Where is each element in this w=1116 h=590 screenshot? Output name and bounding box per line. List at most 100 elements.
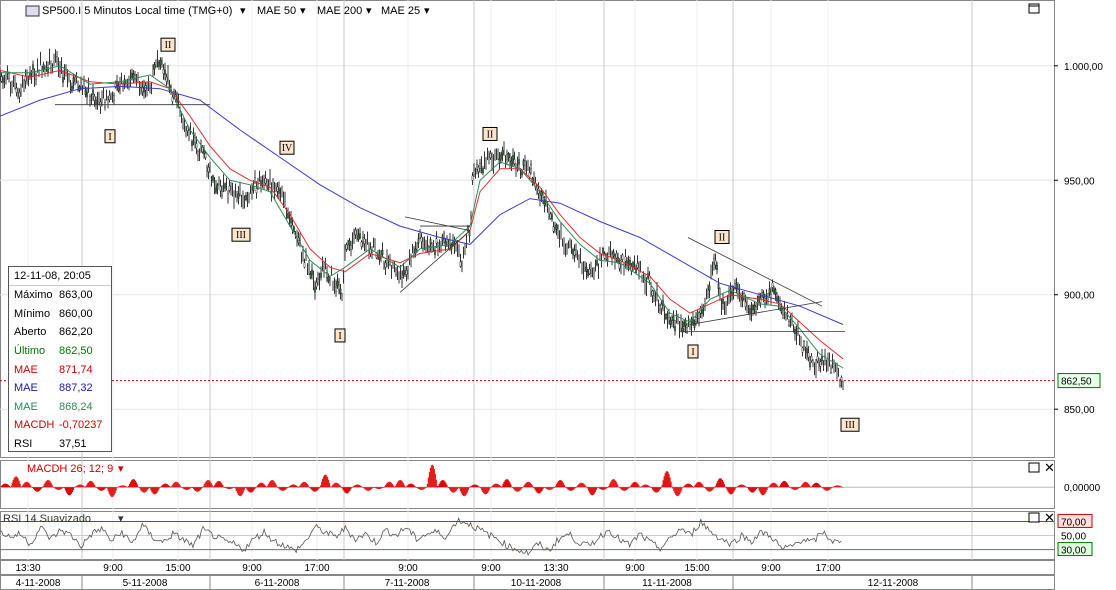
macd-bar	[382, 487, 384, 488]
macd-bar	[49, 481, 51, 488]
macd-bar	[10, 485, 12, 488]
macd-bar	[578, 484, 580, 488]
macd-bar	[647, 485, 649, 488]
ma25-dropdown-icon[interactable]: ▾	[424, 5, 430, 17]
macd-bar	[178, 483, 180, 488]
macd-bar	[282, 487, 284, 491]
macd-bar	[34, 487, 36, 491]
macd-bar	[85, 486, 87, 488]
macd-bar	[334, 482, 336, 488]
macd-bar	[398, 480, 400, 488]
macd-label[interactable]: MACDH 26; 12; 9	[27, 463, 113, 475]
macd-bar	[488, 487, 490, 492]
macd-bar	[251, 487, 253, 493]
candle-body	[84, 89, 87, 95]
candle-body	[215, 187, 217, 193]
rsi-label[interactable]: RSI 14 Suavizado	[3, 513, 91, 525]
macd-dropdown-icon[interactable]: ▾	[118, 463, 124, 475]
macd-close-icon[interactable]: ✕	[1044, 461, 1055, 476]
macd-bar	[114, 487, 116, 494]
macd-bar	[385, 484, 387, 488]
candle-body	[513, 159, 516, 165]
macd-bar	[700, 482, 702, 488]
macd-bar	[100, 487, 102, 491]
macd-maximize-icon[interactable]	[1028, 462, 1040, 473]
rsi-tick-box	[1057, 513, 1093, 528]
macd-bar	[431, 464, 433, 488]
macd-bar	[408, 484, 410, 488]
macd-bar	[507, 479, 509, 488]
macd-bar	[346, 487, 348, 494]
candle-body	[164, 69, 166, 75]
macd-bar	[186, 487, 188, 490]
macd-bar	[479, 487, 481, 488]
macd-bar	[565, 487, 567, 488]
macd-bar	[711, 487, 713, 491]
candle-body	[207, 167, 210, 173]
macd-bar	[18, 480, 20, 488]
macd-bar	[337, 483, 339, 488]
macd-bar	[469, 486, 471, 488]
macd-bar	[793, 487, 795, 490]
candle-body	[317, 274, 319, 280]
macd-bar	[277, 487, 279, 488]
macd-bar	[512, 487, 514, 488]
macd-bar	[465, 487, 467, 495]
macd-bar	[315, 487, 317, 492]
macd-bar	[170, 487, 172, 488]
macd-bar	[563, 484, 565, 488]
candle-body	[221, 191, 223, 197]
macd-bar	[759, 487, 761, 493]
instrument-dropdown-icon[interactable]: ▾	[240, 5, 246, 17]
macd-bar	[233, 487, 235, 488]
ma50-label[interactable]: MAE 50	[257, 5, 296, 17]
maximize-icon[interactable]	[1028, 3, 1040, 14]
macd-bar	[704, 487, 706, 488]
macd-bar	[184, 487, 186, 490]
candle-body	[552, 226, 555, 232]
macd-bar	[729, 487, 731, 495]
macd-bar	[538, 487, 540, 494]
macd-bar	[458, 487, 460, 488]
ma200-label[interactable]: MAE 200	[317, 5, 362, 17]
macd-bar	[371, 487, 373, 489]
candle-body	[668, 313, 670, 319]
rsi-close-icon[interactable]: ✕	[1044, 511, 1055, 526]
candle-body	[237, 193, 240, 199]
macd-bar	[249, 487, 251, 493]
macd-bar	[723, 484, 725, 488]
macd-bar	[386, 483, 388, 488]
macd-bar	[650, 487, 652, 488]
macd-bar	[792, 487, 794, 490]
x-time-label: 13:30	[15, 563, 40, 574]
macd-bar	[248, 487, 250, 492]
macd-bar	[839, 485, 841, 488]
ma200-dropdown-icon[interactable]: ▾	[366, 5, 372, 17]
macd-bar	[780, 482, 782, 488]
macd-bar	[376, 487, 378, 489]
macd-bar	[354, 485, 356, 488]
macd-bar	[347, 487, 349, 494]
candle-body	[549, 213, 552, 219]
macd-bar	[575, 487, 577, 488]
ma25-label[interactable]: MAE 25	[381, 5, 420, 17]
macd-bar	[481, 487, 483, 491]
info-rows: Máximo 863,00 Mínimo 860,00 Aberto 862,20 Últi…	[9, 286, 111, 453]
macd-bar	[370, 487, 372, 490]
macd-bar	[238, 487, 240, 496]
macd-bar	[707, 487, 709, 492]
rsi-dropdown-icon[interactable]: ▾	[118, 513, 124, 525]
macd-bar	[619, 487, 621, 489]
x-time-label: 9:00	[242, 563, 262, 574]
macd-bar	[784, 481, 786, 488]
info-row: Mínimo 860,00	[9, 305, 111, 324]
macd-bar	[103, 487, 105, 491]
rsi-maximize-icon[interactable]	[1028, 512, 1040, 523]
macd-bar	[596, 487, 598, 488]
macd-bar	[682, 487, 684, 488]
macd-bar	[221, 483, 223, 488]
macd-bar	[741, 484, 743, 488]
macd-bar	[310, 487, 312, 490]
ma50-dropdown-icon[interactable]: ▾	[300, 5, 306, 17]
macd-bar	[539, 487, 541, 494]
